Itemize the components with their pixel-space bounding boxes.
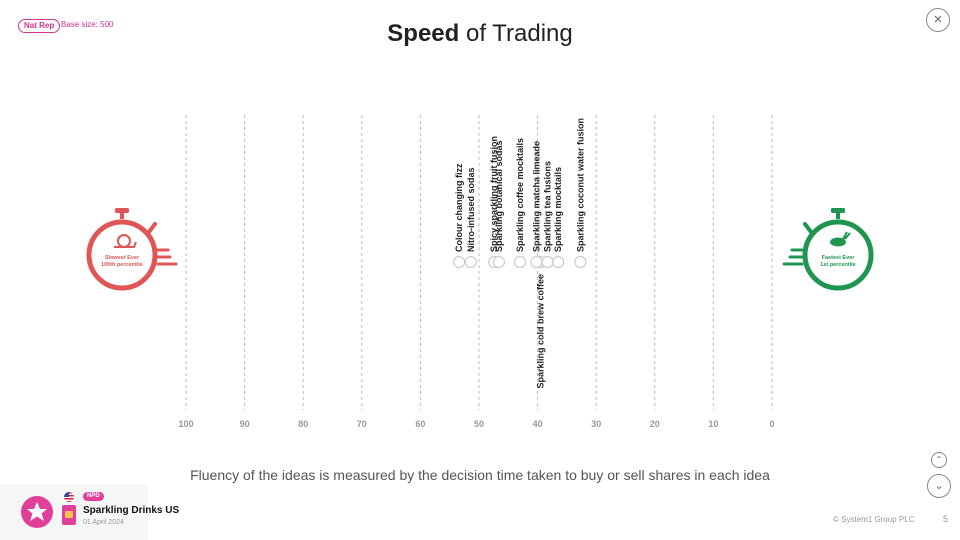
data-point	[452, 255, 466, 269]
tick-label: 0	[769, 419, 774, 429]
tick-label: 100	[178, 419, 193, 429]
title-rest: of Trading	[459, 20, 573, 47]
tick-label: 10	[708, 419, 718, 429]
tick-label: 80	[298, 419, 308, 429]
tick-label: 70	[357, 419, 367, 429]
tick-label: 90	[240, 419, 250, 429]
point-label: Sparkling cold brew coffee	[536, 274, 546, 389]
slowest-stopwatch-crown	[115, 208, 129, 213]
tick-label: 20	[650, 419, 660, 429]
sample-badge: Nat Rep	[18, 19, 61, 33]
close-button[interactable]: ×	[926, 8, 950, 32]
page-number: 5	[943, 514, 949, 524]
slowest-stopwatch-label-line1: Slowest Ever	[105, 255, 140, 261]
slowest-stopwatch-dial	[86, 219, 158, 291]
brand-logo	[21, 496, 53, 528]
page-title: Speed of Trading	[0, 20, 960, 48]
rabbit-ears	[842, 231, 851, 240]
npd-tag: NPD	[83, 492, 104, 501]
snail-body	[114, 241, 137, 248]
point-label: Nitro-infused sodas	[466, 167, 476, 252]
slowest-stopwatch-label-line2: 100th percentile	[101, 262, 143, 268]
point-label: Sparkling mocktails	[553, 167, 563, 252]
point-label: Sparkling matcha limeade	[531, 141, 541, 252]
ribbon-icon	[62, 505, 76, 525]
us-flag-icon	[64, 492, 74, 502]
project-name: Sparkling Drinks US	[83, 505, 180, 516]
slowest-stopwatch-stem	[120, 212, 124, 219]
fastest-stopwatch-dial	[802, 219, 874, 291]
tick-label: 60	[415, 419, 425, 429]
slowest-stopwatch-button	[147, 222, 157, 234]
data-point	[530, 255, 543, 269]
point-label: Spicy sparkling fruit fusion	[489, 136, 499, 252]
data-point	[464, 255, 477, 269]
copyright: © System1 Group PLC	[833, 515, 915, 524]
fastest-stopwatch-label-line1: Fastest Ever	[822, 255, 856, 261]
tick-label: 50	[474, 419, 484, 429]
rabbit-body	[830, 237, 846, 247]
point-label: Sparkling tea fusions	[543, 161, 553, 252]
fastest-stopwatch-stem	[836, 212, 840, 219]
point-label: Sparkling coffee mocktails	[515, 138, 525, 252]
snail-icon	[114, 234, 137, 248]
star-icon	[27, 502, 47, 521]
data-point	[513, 255, 527, 269]
data-point	[574, 255, 587, 269]
fastest-stopwatch-crown	[831, 208, 845, 213]
scroll-up-button[interactable]: ⌃	[931, 452, 947, 468]
point-label: Colour changing fizz	[454, 163, 464, 252]
chart-caption: Fluency of the ideas is measured by the …	[190, 467, 770, 483]
tick-label: 40	[533, 419, 543, 429]
fastest-stopwatch-label-line2: 1st percentile	[820, 262, 855, 268]
scroll-down-button[interactable]: ⌄	[927, 474, 951, 498]
point-label: Sparkling coconut water fusion	[575, 118, 585, 252]
point-label: Sparkling botanical sodas	[494, 140, 504, 252]
data-point	[541, 255, 554, 269]
title-bold: Speed	[387, 20, 460, 47]
rabbit-icon	[830, 231, 851, 247]
data-point	[492, 255, 506, 269]
base-size-label: Base size: 500	[61, 20, 114, 29]
project-date: 01 April 2024	[83, 519, 124, 526]
tick-label: 30	[591, 419, 601, 429]
fastest-stopwatch-button	[803, 222, 813, 234]
data-point	[552, 255, 565, 269]
